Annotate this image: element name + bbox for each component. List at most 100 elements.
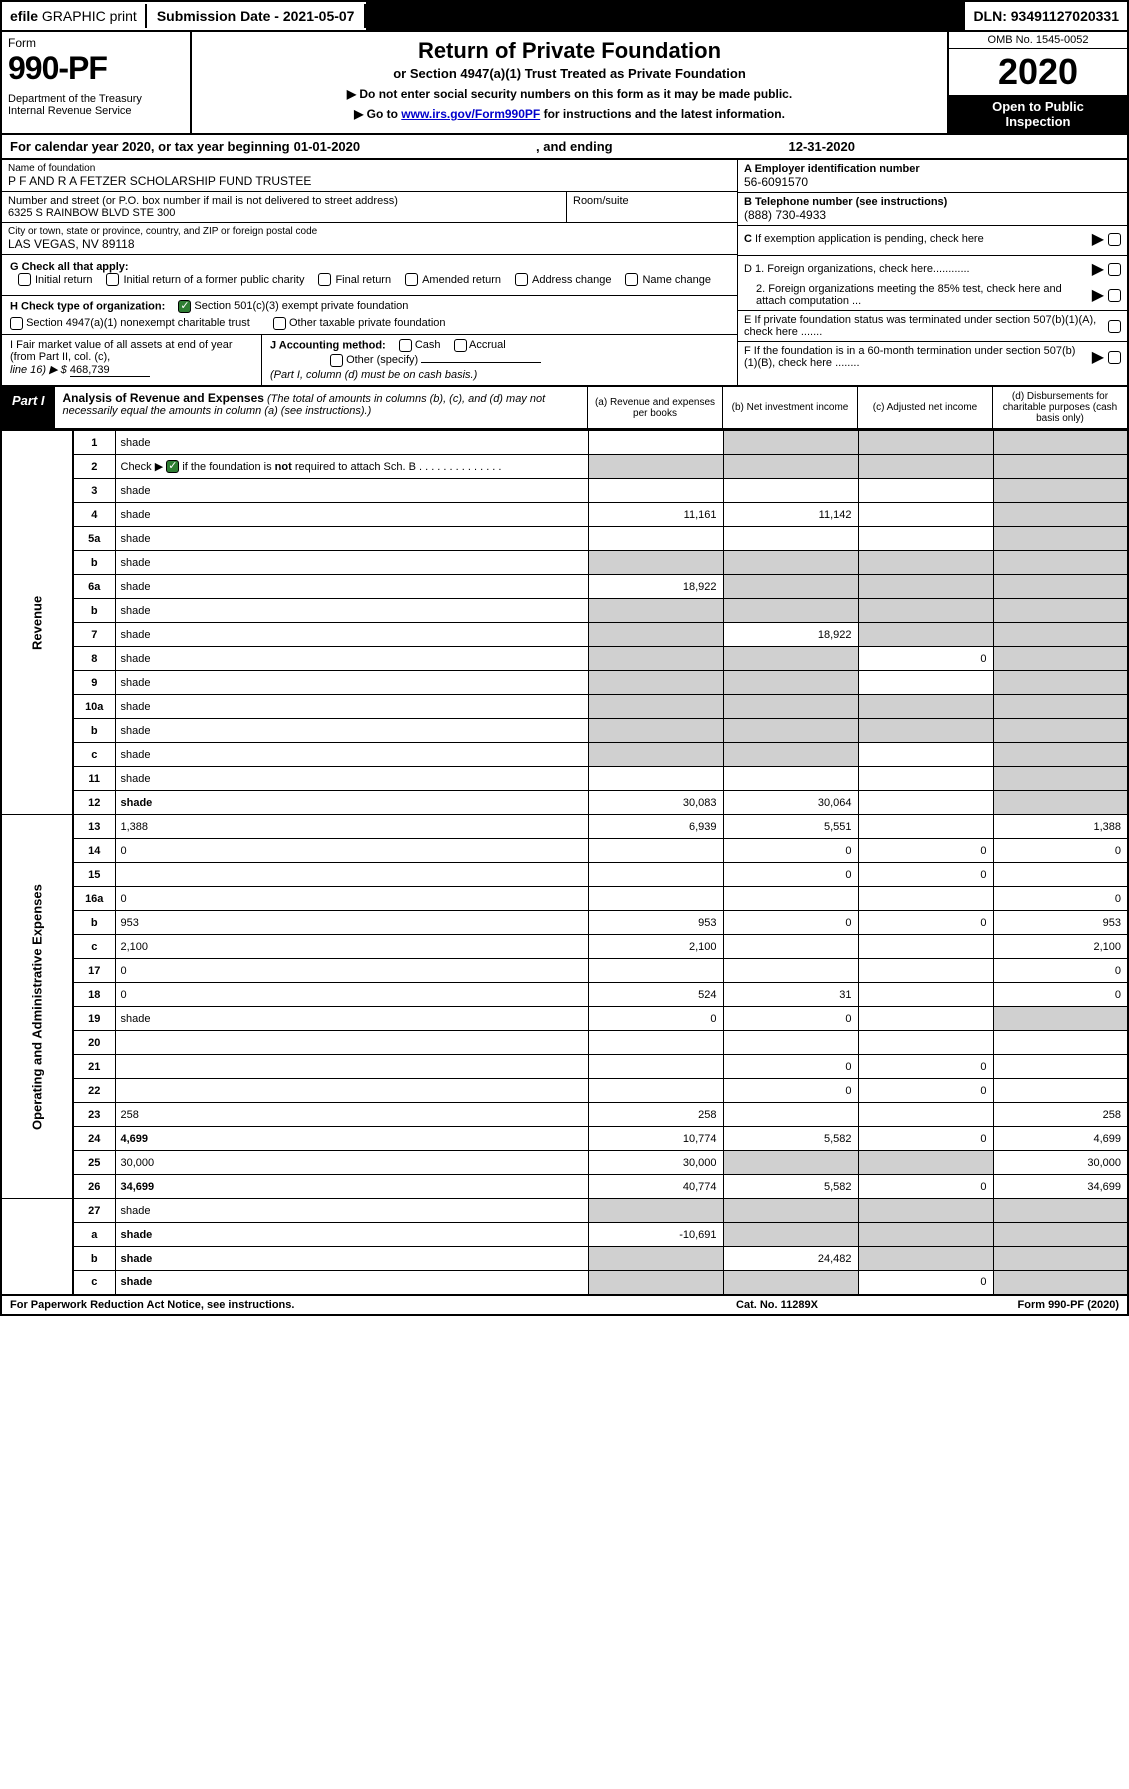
- table-row: 1500: [1, 863, 1128, 887]
- checkbox-icon: [330, 354, 343, 367]
- line-number: 4: [73, 503, 115, 527]
- h-501c3[interactable]: Section 501(c)(3) exempt private foundat…: [178, 300, 408, 312]
- cell-value: 258: [993, 1103, 1128, 1127]
- street-address: 6325 S RAINBOW BLVD STE 300: [8, 207, 560, 219]
- line-desc: shade: [115, 695, 588, 719]
- cell-shaded: [723, 599, 858, 623]
- line-desc: shade: [115, 623, 588, 647]
- cell-shaded: [588, 1247, 723, 1271]
- line-desc: shade: [115, 791, 588, 815]
- line-desc: shade: [115, 1271, 588, 1295]
- table-row: 4shade11,16111,142: [1, 503, 1128, 527]
- table-row: 140000: [1, 839, 1128, 863]
- line-number: 22: [73, 1079, 115, 1103]
- pointer-icon: ▶: [1092, 259, 1104, 279]
- cy-mid: , and ending: [364, 139, 784, 154]
- line-number: 15: [73, 863, 115, 887]
- h-other-taxable[interactable]: Other taxable private foundation: [273, 317, 446, 329]
- cell-value: [588, 863, 723, 887]
- cell-shaded: [723, 455, 858, 479]
- tax-year: 2020: [949, 49, 1127, 95]
- c-cell: C If exemption application is pending, c…: [738, 226, 1127, 256]
- table-row: 9shade: [1, 671, 1128, 695]
- g-amended-return[interactable]: Amended return: [405, 273, 501, 286]
- g-initial-return[interactable]: Initial return: [18, 273, 92, 286]
- col-a-header: (a) Revenue and expenses per books: [587, 387, 722, 428]
- cell-value: [858, 743, 993, 767]
- cell-value: 34,699: [993, 1175, 1128, 1199]
- cell-value: 0: [723, 863, 858, 887]
- cell-shaded: [723, 695, 858, 719]
- top-spacer: [366, 2, 965, 30]
- cell-shaded: [723, 1223, 858, 1247]
- efile-prefix: efile: [10, 8, 38, 24]
- table-row: c2,1002,1002,100: [1, 935, 1128, 959]
- line-number: 24: [73, 1127, 115, 1151]
- j-cash[interactable]: Cash: [399, 339, 441, 351]
- name-cell: Name of foundation P F AND R A FETZER SC…: [2, 160, 737, 192]
- table-row: 6ashade18,922: [1, 575, 1128, 599]
- cell-shaded: [858, 455, 993, 479]
- j-other[interactable]: Other (specify): [330, 354, 541, 366]
- header-left: Form 990-PF Department of the Treasury I…: [2, 32, 192, 133]
- line-number: 1: [73, 431, 115, 455]
- cell-value: 11,161: [588, 503, 723, 527]
- foundation-name: P F AND R A FETZER SCHOLARSHIP FUND TRUS…: [8, 174, 731, 188]
- cell-shaded: [858, 623, 993, 647]
- g-name-change[interactable]: Name change: [625, 273, 711, 286]
- form-header: Form 990-PF Department of the Treasury I…: [0, 32, 1129, 135]
- d1-text: D 1. Foreign organizations, check here..…: [744, 263, 1088, 275]
- cell-shaded: [858, 575, 993, 599]
- table-row: 12shade30,08330,064: [1, 791, 1128, 815]
- cell-shaded: [993, 1007, 1128, 1031]
- note2-pre: ▶ Go to: [354, 107, 401, 121]
- footer: For Paperwork Reduction Act Notice, see …: [0, 1296, 1129, 1316]
- side-label: Operating and Administrative Expenses: [1, 815, 73, 1199]
- cy-end: 12-31-2020: [789, 139, 856, 154]
- cell-shaded: [723, 575, 858, 599]
- line-number: 2: [73, 455, 115, 479]
- cell-shaded: [993, 575, 1128, 599]
- line-desc: [115, 863, 588, 887]
- cell-shaded: [993, 647, 1128, 671]
- cell-shaded: [993, 743, 1128, 767]
- table-row: Operating and Administrative Expenses131…: [1, 815, 1128, 839]
- cell-value: [723, 767, 858, 791]
- checkbox-icon[interactable]: [1108, 233, 1121, 246]
- cy-prefix: For calendar year 2020, or tax year begi…: [10, 139, 290, 154]
- g-final-return[interactable]: Final return: [318, 273, 391, 286]
- g-address-change[interactable]: Address change: [515, 273, 612, 286]
- line-desc: shade: [115, 479, 588, 503]
- h-4947[interactable]: Section 4947(a)(1) nonexempt charitable …: [10, 317, 250, 329]
- line-desc: shade: [115, 1247, 588, 1271]
- cell-value: 0: [993, 887, 1128, 911]
- cy-begin: 01-01-2020: [294, 139, 361, 154]
- c-text: If exemption application is pending, che…: [755, 233, 984, 245]
- checkbox-icon[interactable]: [1108, 351, 1121, 364]
- dln-label: DLN: 93491127020331: [965, 4, 1127, 28]
- i-block: I Fair market value of all assets at end…: [2, 335, 262, 385]
- line-number: 23: [73, 1103, 115, 1127]
- line-desc: 0: [115, 839, 588, 863]
- cell-value: 30,000: [588, 1151, 723, 1175]
- line-number: 14: [73, 839, 115, 863]
- cell-value: 11,142: [723, 503, 858, 527]
- g-initial-former[interactable]: Initial return of a former public charit…: [106, 273, 304, 286]
- checkbox-icon[interactable]: [1108, 320, 1121, 333]
- city-state-zip: LAS VEGAS, NV 89118: [8, 237, 731, 251]
- a-ein-cell: A Employer identification number 56-6091…: [738, 160, 1127, 193]
- checkbox-icon: [515, 273, 528, 286]
- cell-value: [858, 959, 993, 983]
- part1-title: Analysis of Revenue and Expenses: [63, 391, 264, 405]
- line-number: 12: [73, 791, 115, 815]
- line-desc: [115, 1031, 588, 1055]
- irs-link[interactable]: www.irs.gov/Form990PF: [401, 107, 540, 121]
- j-accrual[interactable]: Accrual: [454, 339, 506, 351]
- line-number: 7: [73, 623, 115, 647]
- checkbox-icon[interactable]: [1108, 263, 1121, 276]
- j-block: J Accounting method: Cash Accrual Other …: [262, 335, 737, 385]
- checkbox-icon[interactable]: [1108, 289, 1121, 302]
- pointer-icon: ▶: [1092, 229, 1104, 249]
- cell-shaded: [858, 431, 993, 455]
- cell-value: [588, 479, 723, 503]
